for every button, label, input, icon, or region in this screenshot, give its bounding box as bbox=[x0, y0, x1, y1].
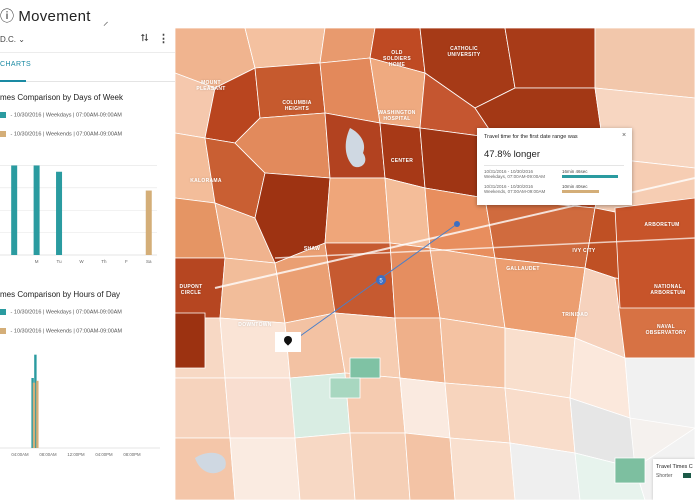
app-title: ⓘ Movement bbox=[0, 8, 91, 25]
map-label-columbia-heights: COLUMBIA HEIGHTS bbox=[282, 100, 312, 112]
hour-bar-2 bbox=[36, 380, 39, 448]
tick-label: M bbox=[35, 259, 39, 264]
svg-text:5: 5 bbox=[379, 279, 383, 285]
bar-first-s0 bbox=[11, 165, 18, 255]
popup-title: Travel time for the first date range was bbox=[484, 134, 578, 140]
map-label-shaw: SHAW bbox=[303, 246, 321, 252]
tick-label: 08:00AM bbox=[39, 452, 57, 457]
map-label-national-arboretum: NATIONAL ARBORETUM bbox=[650, 284, 686, 296]
map-label-dupont-circle: DUPONT CIRCLE bbox=[179, 284, 203, 296]
top-bar: ⓘ Movement ⸝ bbox=[0, 0, 695, 28]
map-label-center: CENTER bbox=[390, 158, 414, 164]
map-label-downtown: DOWNTOWN bbox=[238, 322, 272, 328]
tick-label: F bbox=[125, 259, 128, 264]
popup-percent: 47.8% longer bbox=[484, 149, 540, 160]
range-swatch bbox=[0, 309, 6, 315]
tick-label: 04:00PM bbox=[95, 452, 113, 457]
hours-of-day-chart: 04:00AM 08:00AM 12:00PM 04:00PM 08:00PM bbox=[0, 340, 175, 460]
tick-label: Tu bbox=[56, 259, 62, 264]
tick-label: W bbox=[79, 259, 84, 264]
tick-label: 12:00PM bbox=[67, 452, 85, 457]
chevron-down-icon: ⌄ bbox=[18, 35, 25, 44]
map-legend: Travel Times C Shorter bbox=[653, 459, 695, 500]
choropleth-map[interactable]: 5 MOUNT PLEASANT COLUMBIA HEIGHTS OLD SO… bbox=[175, 28, 695, 500]
popup-range1-time: 16min 46sec bbox=[562, 169, 588, 174]
app-logo-icon: ⓘ bbox=[0, 8, 15, 24]
share-icon[interactable]: ⮁ bbox=[140, 33, 148, 44]
popup-range2-dates: 10/31/2016 - 10/30/2016 bbox=[484, 184, 534, 189]
popup-divider bbox=[484, 165, 624, 166]
more-options-icon[interactable]: ⋮ bbox=[158, 33, 169, 45]
legend-title: Travel Times C bbox=[656, 464, 693, 470]
range-1-days: - 10/30/2016 | Weekdays | 07:00AM-09:00A… bbox=[0, 112, 122, 118]
sidebar: D.C. ⌄ ⮁ ⋮ CHARTS mes Comparison by Days… bbox=[0, 28, 176, 500]
tick-label: 08:00PM bbox=[123, 452, 141, 457]
days-chart-svg: M Tu W Th F Sa bbox=[0, 165, 157, 264]
city-selector-row: D.C. ⌄ ⮁ ⋮ bbox=[0, 28, 175, 53]
range-swatch bbox=[0, 328, 6, 334]
hour-bar-3 bbox=[32, 382, 36, 448]
bar-Sa-s1 bbox=[145, 190, 152, 255]
map-pin-icon bbox=[282, 334, 294, 346]
map-label-old-soldiers-home: OLD SOLDIERS HOME bbox=[383, 50, 411, 68]
range-2-days: - 10/30/2016 | Weekends | 07:00AM-09:00A… bbox=[0, 131, 122, 137]
close-icon[interactable]: × bbox=[622, 132, 627, 139]
map-label-kalorama: KALORAMA bbox=[190, 178, 222, 184]
popup-range2-bar bbox=[562, 190, 599, 193]
section-title-days: mes Comparison by Days of Week bbox=[0, 93, 124, 102]
tick-label: 04:00AM bbox=[11, 452, 29, 457]
range-1-hours: - 10/30/2016 | Weekdays | 07:00AM-09:00A… bbox=[0, 309, 122, 315]
city-selector[interactable]: D.C. ⌄ bbox=[0, 35, 25, 44]
popup-range1-dates: 10/31/2016 - 10/30/2016 bbox=[484, 169, 534, 174]
tick-label: Th bbox=[101, 259, 107, 264]
tabs-row: CHARTS bbox=[0, 53, 175, 82]
map-label-gallaudet: GALLAUDET bbox=[506, 266, 540, 272]
map-label-trinidad: TRINIDAD bbox=[561, 312, 589, 318]
range-swatch bbox=[0, 112, 6, 118]
range-swatch bbox=[0, 131, 6, 137]
map-label-ivy-city: IVY CITY bbox=[572, 248, 596, 254]
hours-chart-svg: 04:00AM 08:00AM 12:00PM 04:00PM 08:00PM bbox=[0, 354, 160, 457]
popup-range2-desc: Weekends, 07:00AM-09:00AM bbox=[484, 189, 546, 194]
travel-time-popup: Travel time for the first date range was… bbox=[477, 128, 632, 205]
cursor-icon: ⸝ bbox=[103, 16, 109, 28]
legend-shorter-label: Shorter bbox=[656, 473, 673, 479]
legend-swatch bbox=[683, 473, 691, 478]
map-label-washington-hospital: WASHINGTON HOSPITAL bbox=[378, 110, 416, 122]
hour-bar-1 bbox=[34, 354, 37, 448]
hour-bar-0 bbox=[31, 378, 34, 448]
map-label-naval-observatory: NAVAL OBSERVATORY bbox=[645, 324, 687, 336]
section-title-hours: mes Comparison by Hours of Day bbox=[0, 290, 121, 299]
popup-range1-desc: Weekdays, 07:00AM-09:00AM bbox=[484, 174, 545, 179]
map-label-catholic-university: CATHOLIC UNIVERSITY bbox=[447, 46, 481, 58]
map-regions: 5 bbox=[175, 28, 695, 500]
tab-charts[interactable]: CHARTS bbox=[0, 61, 32, 68]
map-label-arboretum: ARBORETUM bbox=[644, 222, 680, 228]
popup-range1-bar bbox=[562, 175, 618, 178]
tab-active-indicator bbox=[0, 80, 26, 82]
bar-Tu-s0 bbox=[56, 171, 63, 255]
days-of-week-chart: M Tu W Th F Sa bbox=[0, 153, 175, 268]
popup-range2-time: 10min 40sec bbox=[562, 184, 588, 189]
range-2-hours: - 10/30/2016 | Weekends | 07:00AM-09:00A… bbox=[0, 328, 122, 334]
map-label-mount-pleasant: MOUNT PLEASANT bbox=[196, 80, 226, 92]
bar-M-s0 bbox=[33, 165, 40, 255]
origin-marker-box[interactable] bbox=[275, 332, 301, 352]
tick-label: Sa bbox=[146, 259, 152, 264]
